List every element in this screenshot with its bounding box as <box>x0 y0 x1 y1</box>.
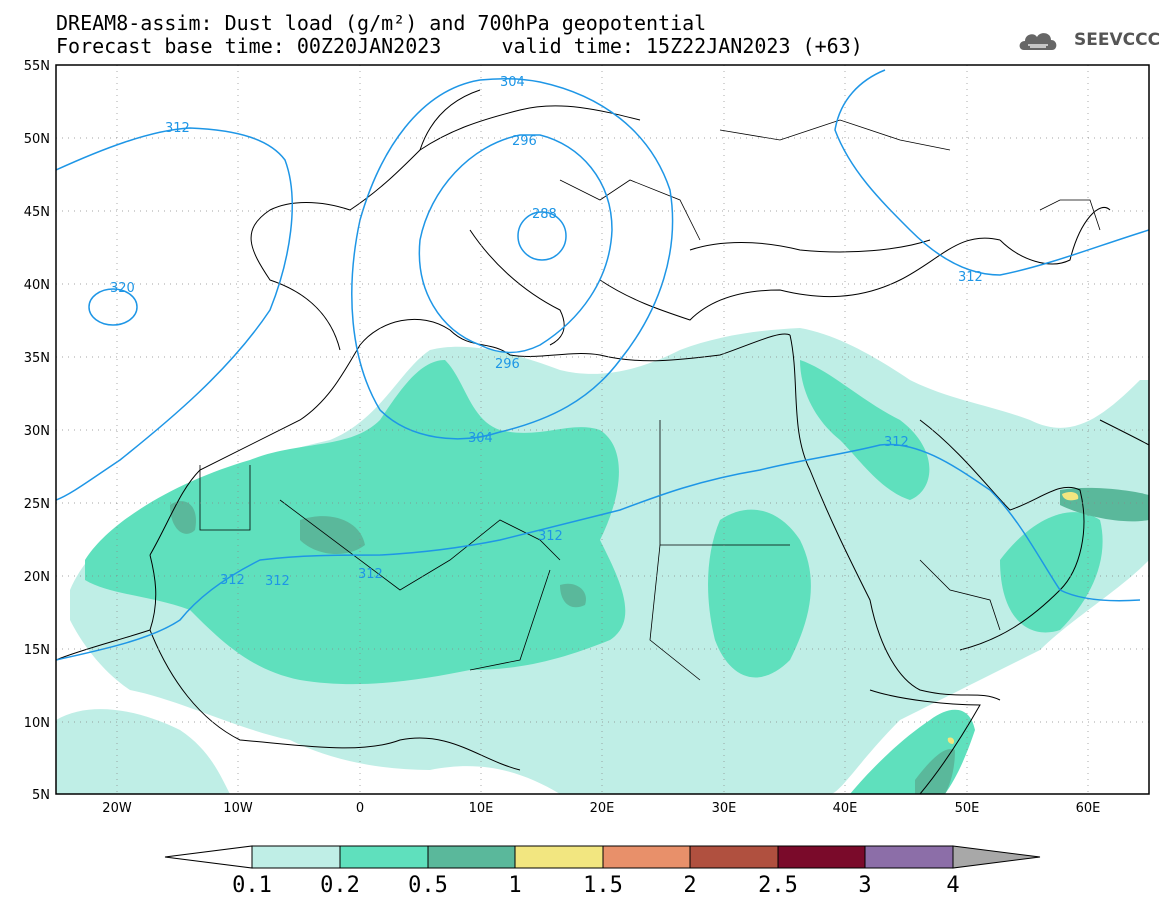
lon-label: 0 <box>356 801 364 816</box>
colorbar-swatch <box>602 845 691 869</box>
contour-label: 312 <box>165 121 190 136</box>
colorbar-label: 1.5 <box>583 873 623 898</box>
dust-area-mid <box>708 509 811 678</box>
contour-label: 296 <box>512 134 537 149</box>
geopotential-contours <box>56 69 1149 661</box>
colorbar-label: 0.2 <box>320 873 360 898</box>
lat-label: 50N <box>24 132 50 147</box>
contour-label: 312 <box>220 573 245 588</box>
dust-area-mid <box>85 360 626 685</box>
lat-label: 30N <box>24 424 50 439</box>
forecast-times: Forecast base time: 00Z20JAN2023 valid t… <box>56 34 863 58</box>
dust-area-low <box>56 709 230 794</box>
contour-320 <box>88 288 138 326</box>
lon-label: 30E <box>712 801 737 816</box>
contour-label: 312 <box>538 529 563 544</box>
contour-label: 312 <box>265 574 290 589</box>
lat-label: 55N <box>24 59 50 74</box>
lat-label: 5N <box>32 788 50 803</box>
lon-label: 10W <box>223 801 253 816</box>
gridlines <box>56 65 1149 794</box>
seevccc-logo: SEEVCCC <box>1074 30 1161 50</box>
lat-label: 10N <box>24 716 50 731</box>
lat-label: 25N <box>24 497 50 512</box>
map-frame <box>55 64 1150 795</box>
contour-288 <box>517 211 567 261</box>
contour-label: 312 <box>884 435 909 450</box>
colorbar-label: 2.5 <box>758 873 798 898</box>
lat-label: 40N <box>24 278 50 293</box>
colorbar-labels: 0.1 0.2 0.5 1 1.5 2 2.5 3 4 <box>232 873 960 898</box>
colorbar-swatch <box>864 845 954 869</box>
contour-label: 296 <box>495 357 520 372</box>
dust-area-high <box>1060 487 1149 522</box>
lat-labels: 55N 50N 45N 40N 35N 30N 25N 20N 15N 10N … <box>24 59 50 803</box>
dust-area-peak <box>947 737 955 744</box>
dust-area-mid <box>1000 512 1103 633</box>
contour-312-north <box>56 127 293 501</box>
lon-labels: 20W 10W 0 10E 20E 30E 40E 50E 60E <box>102 801 1100 816</box>
colorbar-high-arrow <box>952 845 1041 869</box>
lat-label: 20N <box>24 570 50 585</box>
colorbar-label: 1 <box>508 873 521 898</box>
contour-label: 304 <box>468 431 493 446</box>
lon-label: 40E <box>833 801 858 816</box>
map-title: DREAM8-assim: Dust load (g/m²) and 700hP… <box>56 11 707 35</box>
colorbar-label: 0.1 <box>232 873 272 898</box>
dust-field <box>56 328 1149 794</box>
lon-label: 60E <box>1076 801 1101 816</box>
contour-label: 320 <box>110 281 135 296</box>
colorbar-swatch <box>689 845 779 869</box>
contour-label: 312 <box>358 567 383 582</box>
lon-label: 20E <box>590 801 615 816</box>
dust-area-peak <box>1062 491 1079 501</box>
contour-312-northeast <box>834 69 1149 276</box>
contour-labels: 312 320 304 296 288 296 304 312 312 312 … <box>110 75 983 589</box>
coastlines <box>56 89 1149 794</box>
dust-area-high <box>170 501 196 534</box>
lat-label: 15N <box>24 643 50 658</box>
colorbar-label: 0.5 <box>408 873 448 898</box>
cloud-icon <box>1019 33 1057 50</box>
dust-area-high <box>300 516 365 555</box>
lat-label: 35N <box>24 351 50 366</box>
contour-296 <box>418 134 613 354</box>
lat-label: 45N <box>24 205 50 220</box>
colorbar-label: 3 <box>858 873 871 898</box>
contour-312-south <box>56 443 1141 661</box>
colorbar-label: 4 <box>946 873 959 898</box>
colorbar-swatch <box>514 845 604 869</box>
lon-label: 20W <box>102 801 132 816</box>
dust-area-mid <box>800 360 930 500</box>
lon-label: 10E <box>469 801 494 816</box>
contour-label: 304 <box>500 75 525 90</box>
contour-label: 312 <box>958 270 983 285</box>
colorbar-swatch <box>427 845 516 869</box>
lon-label: 50E <box>955 801 980 816</box>
colorbar-low-arrow <box>164 845 253 869</box>
colorbar-swatch <box>251 845 341 869</box>
colorbar-swatch <box>777 845 866 869</box>
contour-304 <box>351 77 674 440</box>
dust-area-high <box>560 583 586 608</box>
colorbar <box>164 845 1041 869</box>
colorbar-swatch <box>339 845 429 869</box>
contour-label: 288 <box>532 207 557 222</box>
colorbar-label: 2 <box>683 873 696 898</box>
